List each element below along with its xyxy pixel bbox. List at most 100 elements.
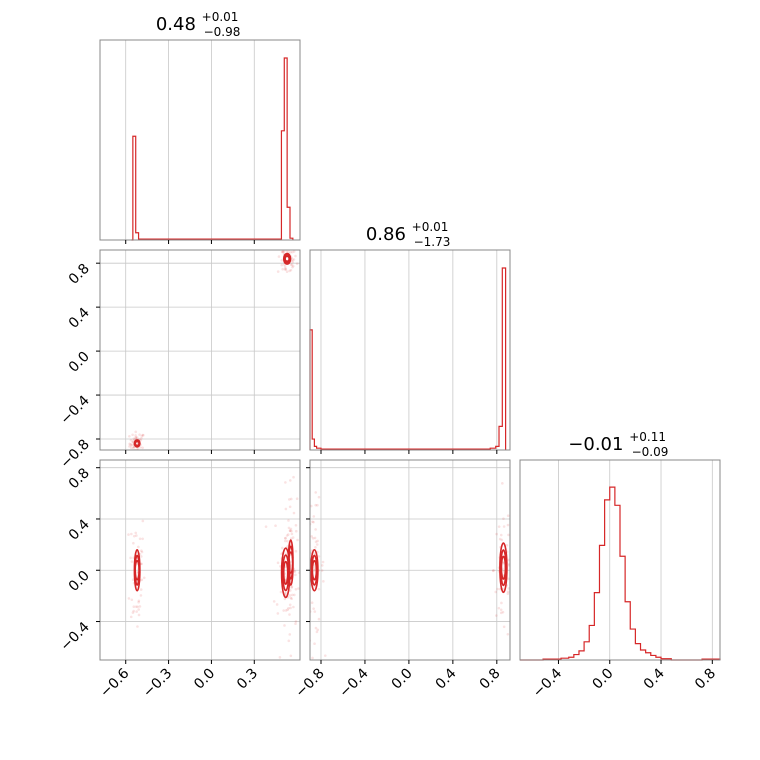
density-1-2-sample [496, 587, 499, 591]
density-1-2-sample [495, 532, 498, 536]
density-0-1-sample [283, 245, 286, 248]
density-1-2-sample [314, 491, 318, 494]
density-0-2-sample [288, 529, 292, 533]
density-1-2-sample [312, 515, 316, 518]
density-0-2-sample [129, 615, 133, 619]
density-0-2-sample [288, 633, 292, 636]
density-0-1-sample [134, 430, 138, 434]
density-0-1-sample [282, 250, 286, 253]
density-0-2-xlabel-1: −0.3 [140, 666, 175, 701]
density-0-2-sample [264, 525, 268, 528]
density-0-1-sample [291, 260, 295, 264]
density-0-2-sample [286, 539, 289, 543]
density-1-2-sample [502, 525, 506, 528]
density-1-2-sample [311, 536, 315, 540]
density-0-1-ylabel-4: 0.8 [66, 261, 93, 288]
hist-2-xlabel-2: 0.4 [641, 665, 668, 692]
density-0-2-xlabel-3: 0.3 [234, 666, 261, 693]
density-0-2-sample [289, 560, 292, 564]
density-0-1-sample [129, 438, 133, 442]
density-0-2-sample [279, 590, 283, 594]
density-0-1-sample [281, 250, 285, 254]
density-0-2-sample [281, 546, 284, 550]
density-0-1-sample [294, 254, 297, 258]
density-0-2-sample [284, 591, 288, 595]
density-0-2-sample [288, 613, 291, 616]
density-0-1-sample [140, 452, 143, 455]
density-0-1-ylabel-3: 0.4 [66, 305, 93, 332]
density-0-2-sample [294, 523, 298, 527]
density-0-1-sample [291, 250, 294, 254]
density-0-2-sample [287, 519, 290, 522]
density-0-2-sample [284, 565, 287, 569]
density-0-2-sample [139, 555, 143, 558]
density-0-2-sample [274, 524, 277, 527]
density-1-2-sample [499, 533, 503, 537]
density-1-2-sample [499, 608, 503, 612]
density-0-1-sample [129, 446, 133, 450]
density-0-2-sample [136, 605, 139, 609]
density-0-2-sample [137, 599, 141, 603]
density-1-2-sample [312, 520, 315, 524]
density-0-2-sample [287, 606, 290, 610]
density-1-2-sample [315, 543, 319, 546]
density-0-1-sample [286, 243, 289, 246]
density-0-2-sample [278, 656, 282, 659]
density-0-1-sample [129, 442, 132, 446]
density-0-2-sample [285, 580, 289, 584]
density-0-2-sample [276, 612, 280, 615]
density-1-2-sample [313, 642, 316, 646]
density-0-2-sample [288, 594, 292, 597]
title-param-0-median: 0.48 [156, 14, 196, 35]
density-0-1-sample [288, 269, 291, 273]
title-param-2-median: −0.01 [568, 434, 623, 455]
density-1-2-sample [492, 568, 495, 572]
density-0-2-sample [293, 593, 296, 597]
density-1-2-sample [323, 654, 327, 657]
hist-1-frame [309, 249, 511, 451]
density-1-2-sample [314, 626, 318, 630]
density-0-2-sample [289, 527, 293, 531]
density-1-2-xlabel-3: 0.4 [433, 665, 460, 692]
hist-2-xlabel-0: −0.4 [530, 665, 565, 700]
density-0-2-sample [132, 609, 135, 613]
title-param-2-plus: +0.11 [629, 430, 666, 444]
density-1-2-sample [306, 629, 309, 632]
density-0-2-sample [141, 537, 144, 541]
tick-layer: −0.4 0.0 0.4 0.8 −0.8 −0.4 0.0 0.4 0.8 −0.6 −0.3 0.… [57, 240, 719, 701]
density-0-1-sample [289, 268, 293, 272]
density-1-2-sample [305, 578, 308, 581]
density-0-1-sample [136, 447, 140, 450]
density-1-2-frame [309, 459, 511, 661]
density-0-2-sample [287, 526, 291, 530]
density-1-2-contour [310, 548, 319, 592]
hist-2-xlabel-1: 0.0 [590, 666, 617, 693]
density-1-2-sample [497, 525, 501, 528]
density-0-2-sample [135, 610, 138, 613]
density-0-2-sample [283, 575, 286, 578]
density-1-2-marks [305, 482, 510, 660]
density-0-1-sample [283, 236, 286, 239]
density-0-2-sample [295, 497, 299, 500]
density-0-2-sample [142, 576, 146, 580]
density-0-1-sample [293, 245, 296, 248]
density-1-2-sample [502, 625, 506, 629]
density-0-1-sample [135, 457, 138, 460]
density-0-2-sample [139, 594, 143, 597]
density-1-2-sample [310, 504, 313, 508]
density-0-2-sample [137, 608, 141, 611]
density-0-1-sample [295, 262, 299, 265]
density-0-2-sample [294, 549, 298, 553]
hist-2-frame [519, 459, 721, 661]
density-0-1-sample [134, 436, 138, 440]
density-0-2-sample [288, 479, 292, 482]
density-0-1-sample [280, 263, 284, 267]
density-1-2-contour [500, 555, 507, 580]
density-1-2-sample [312, 569, 316, 572]
title-param-1-plus: +0.01 [412, 220, 449, 234]
density-0-2-sample [288, 589, 292, 592]
density-0-1-sample [284, 267, 287, 270]
density-0-1-sample [131, 433, 134, 437]
density-0-1-sample [282, 250, 285, 254]
density-0-2-sample [284, 537, 287, 540]
